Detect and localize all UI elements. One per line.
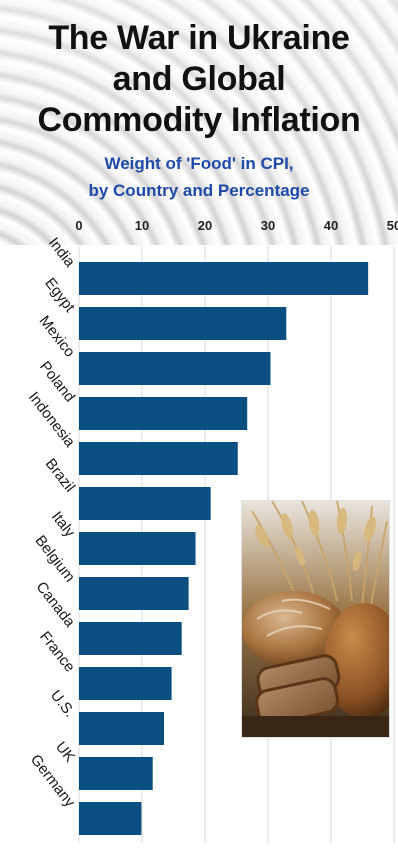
x-tick-label-10: 10 <box>135 218 149 233</box>
x-tick-label-30: 30 <box>261 218 275 233</box>
bar-indonesia <box>79 442 238 475</box>
bar-canada <box>79 622 182 655</box>
title-line-3: Commodity Inflation <box>37 101 361 139</box>
bar-egypt <box>79 307 287 340</box>
bar-india <box>79 262 369 295</box>
bar-uk <box>79 757 153 790</box>
x-tick-label-40: 40 <box>324 218 338 233</box>
bar-france <box>79 667 172 700</box>
subtitle-line-2: by Country and Percentage <box>88 181 310 200</box>
wheat-and-bread-photo <box>241 500 390 738</box>
x-tick-label-50: 50 <box>387 218 398 233</box>
bar-poland <box>79 397 248 430</box>
page-title: The War in Ukraine and Global Commodity … <box>0 18 398 141</box>
bar-u-s- <box>79 712 165 745</box>
header-banner: The War in Ukraine and Global Commodity … <box>0 0 398 245</box>
bar-belgium <box>79 577 189 610</box>
title-line-1: The War in Ukraine <box>48 19 350 57</box>
x-tick-label-20: 20 <box>198 218 212 233</box>
x-tick-label-0: 0 <box>75 218 82 233</box>
title-line-2: and Global <box>112 60 286 98</box>
header-background <box>0 0 398 245</box>
bar-italy <box>79 532 196 565</box>
bar-mexico <box>79 352 271 385</box>
chart-subtitle: Weight of 'Food' in CPI, by Country and … <box>0 150 398 204</box>
bar-germany <box>79 802 142 835</box>
subtitle-line-1: Weight of 'Food' in CPI, <box>104 154 294 173</box>
bar-brazil <box>79 487 211 520</box>
